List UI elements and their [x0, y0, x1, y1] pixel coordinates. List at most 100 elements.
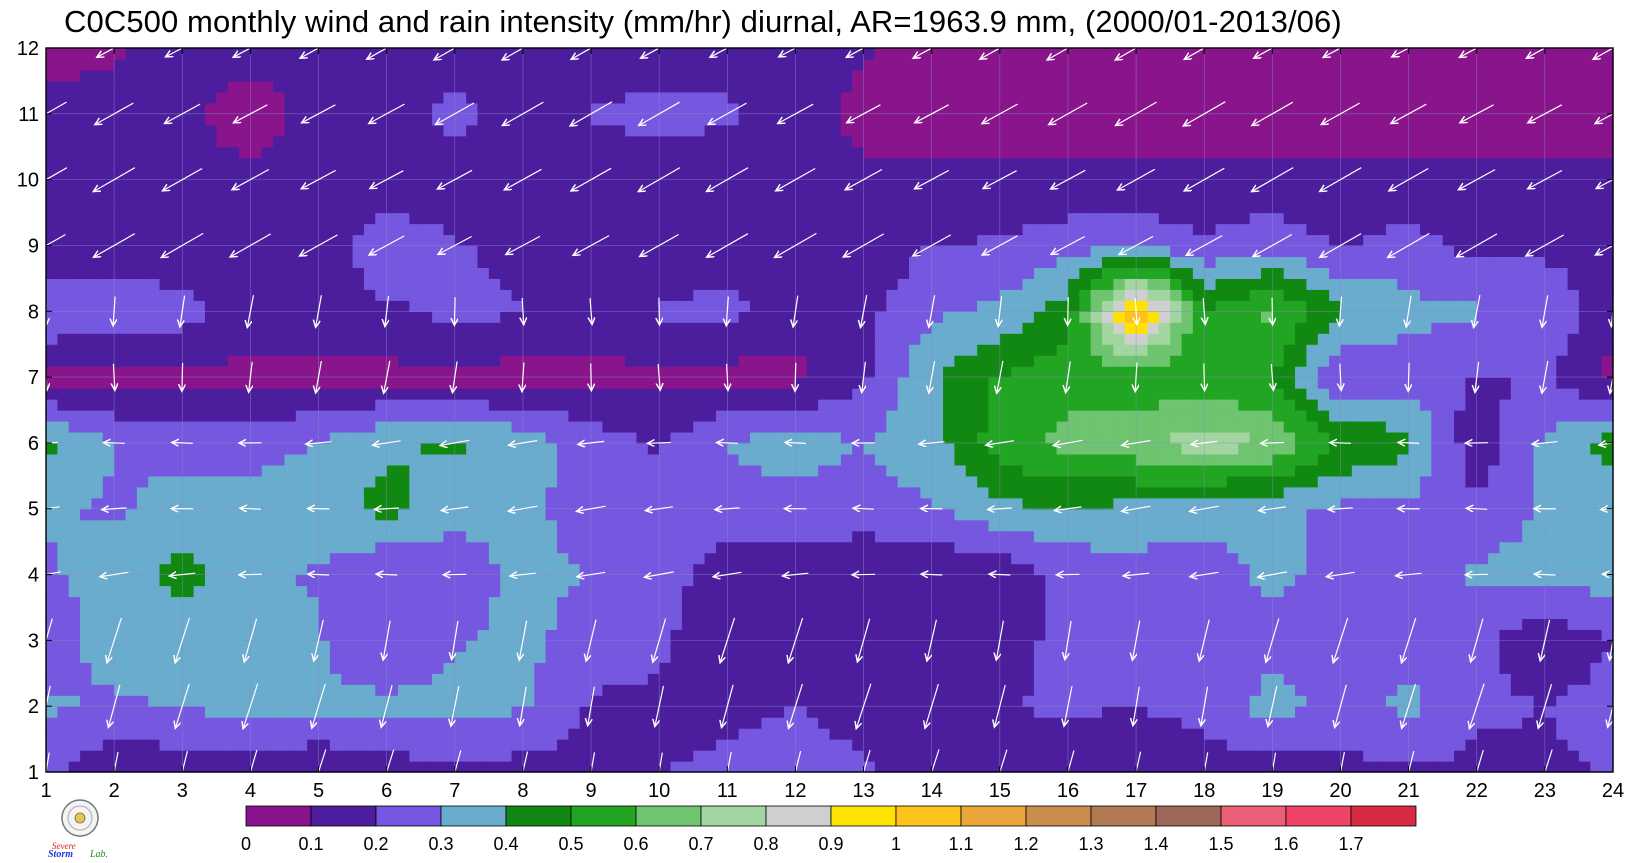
heat-cell: [579, 596, 592, 609]
heat-cell: [556, 695, 569, 707]
heat-cell: [216, 442, 229, 455]
heat-cell: [647, 574, 660, 587]
heat-cell: [386, 410, 399, 422]
heat-cell: [352, 552, 365, 565]
heat-cell: [1226, 662, 1239, 674]
heat-cell: [874, 563, 887, 576]
heat-cell: [954, 629, 967, 641]
heat-cell: [1533, 728, 1546, 740]
heat-cell: [784, 563, 797, 576]
heat-cell: [1147, 673, 1160, 685]
heat-cell: [466, 453, 479, 466]
heat-cell: [1442, 651, 1455, 663]
heat-cell: [125, 530, 138, 543]
heat-cell: [409, 475, 422, 488]
heat-cell: [352, 618, 365, 630]
heat-cell: [715, 453, 728, 466]
heat-cell: [886, 497, 899, 510]
heat-cell: [1204, 684, 1217, 696]
heat-cell: [829, 750, 842, 762]
heat-cell: [1385, 574, 1398, 587]
heat-cell: [954, 673, 967, 685]
heat-cell: [886, 574, 899, 587]
heat-cell: [91, 728, 104, 740]
heat-cell: [1317, 750, 1330, 762]
heat-cell: [443, 475, 456, 488]
heat-cell: [57, 706, 70, 718]
heat-cell: [874, 475, 887, 488]
heat-cell: [1283, 497, 1296, 510]
heat-cell: [1408, 420, 1421, 433]
heat-cell: [511, 486, 524, 499]
heat-cell: [329, 596, 342, 609]
heat-cell: [148, 662, 161, 674]
heat-cell: [1045, 410, 1058, 422]
heat-cell: [1056, 399, 1069, 411]
heat-cell: [1056, 431, 1069, 444]
heat-cell: [341, 442, 354, 455]
heat-cell: [1238, 388, 1251, 400]
heat-cell: [795, 399, 808, 411]
heat-cell: [602, 388, 615, 400]
heat-cell: [602, 585, 615, 598]
heat-cell: [1442, 399, 1455, 411]
heat-cell: [715, 431, 728, 444]
heat-cell: [1544, 388, 1557, 400]
heat-cell: [91, 530, 104, 543]
heat-cell: [193, 399, 206, 411]
heat-cell: [1045, 420, 1058, 433]
heat-cell: [477, 410, 490, 422]
heat-cell: [1499, 552, 1512, 565]
heat-cell: [488, 640, 501, 652]
heat-cell: [68, 530, 81, 543]
heat-cell: [874, 662, 887, 674]
heat-cell: [625, 662, 638, 674]
heat-cell: [1204, 410, 1217, 422]
heat-cell: [409, 464, 422, 477]
heat-cell: [1567, 563, 1580, 576]
heat-cell: [931, 464, 944, 477]
heat-cell: [477, 585, 490, 598]
heat-cell: [522, 530, 535, 543]
heat-cell: [1079, 739, 1092, 751]
heat-cell: [965, 673, 978, 685]
heat-cell: [874, 651, 887, 663]
heat-cell: [806, 739, 819, 751]
heat-cell: [91, 717, 104, 729]
heat-cell: [602, 377, 615, 389]
heat-cell: [750, 519, 762, 532]
heat-cell: [102, 585, 115, 598]
heat-cell: [1317, 684, 1330, 696]
heat-cell: [591, 607, 603, 620]
heat-cell: [1522, 717, 1535, 729]
heat-cell: [1204, 497, 1217, 510]
heat-cell: [602, 728, 615, 740]
heat-cell: [659, 629, 672, 641]
heat-cell: [602, 410, 615, 422]
heat-cell: [1533, 673, 1546, 685]
heat-cell: [307, 651, 320, 663]
heat-cell: [829, 399, 842, 411]
heat-cell: [1488, 486, 1501, 499]
heat-cell: [204, 739, 217, 751]
heat-cell: [1204, 651, 1217, 663]
heat-cell: [591, 420, 603, 433]
heat-cell: [68, 739, 81, 751]
heat-cell: [1136, 552, 1149, 565]
heat-cell: [840, 442, 853, 455]
heat-cell: [954, 530, 967, 543]
heat-cell: [1499, 717, 1512, 729]
heat-cell: [216, 431, 229, 444]
heat-cell: [579, 629, 592, 641]
heat-cell: [284, 519, 297, 532]
heat-cell: [1113, 596, 1126, 609]
heat-cell: [1102, 596, 1114, 609]
heat-cell: [1306, 519, 1319, 532]
heat-cell: [568, 541, 581, 554]
heat-cell: [1340, 530, 1353, 543]
heat-cell: [579, 377, 592, 389]
heat-cell: [647, 607, 660, 620]
heat-cell: [806, 706, 819, 718]
heat-cell: [477, 431, 490, 444]
heat-cell: [1567, 399, 1580, 411]
